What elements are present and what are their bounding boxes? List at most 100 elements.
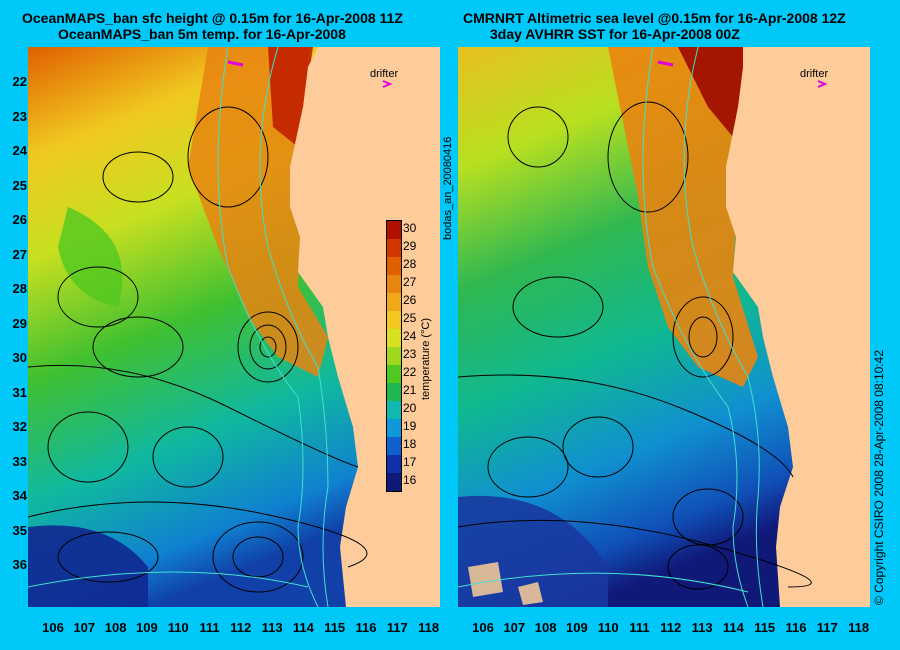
right-warm-tongue <box>608 47 758 387</box>
colorbar-tick-label: 19 <box>403 419 417 433</box>
colorbar-segment <box>387 293 401 311</box>
copyright-label: © Copyright CSIRO 2008 28-Apr-2008 08:10… <box>872 350 886 605</box>
colorbar <box>386 220 402 492</box>
longitude-label: 118 <box>418 620 440 635</box>
colorbar-tick-label: 30 <box>403 221 417 235</box>
colorbar-segment <box>387 347 401 365</box>
latitude-label: 30 <box>12 350 27 365</box>
latitude-label: 28 <box>12 281 27 296</box>
colorbar-tick-label: 17 <box>403 455 417 469</box>
longitude-label: 114 <box>722 620 744 635</box>
longitude-label: 111 <box>199 620 220 635</box>
colorbar-segment <box>387 257 401 275</box>
latitude-label: 35 <box>12 522 27 538</box>
colorbar-tick-label: 27 <box>403 275 417 289</box>
right-title-line1: CMRNRT Altimetric sea level @0.15m for 1… <box>463 10 846 26</box>
left-title-line2: OceanMAPS_ban 5m temp. for 16-Apr-2008 <box>58 26 346 42</box>
longitude-label: 107 <box>73 620 96 635</box>
longitude-label: 117 <box>816 620 838 635</box>
colorbar-tick-label: 25 <box>403 311 417 325</box>
longitude-label: 110 <box>167 620 189 635</box>
longitude-label: 112 <box>660 620 682 635</box>
left-map-panel <box>28 47 440 607</box>
right-drifter-track <box>657 60 674 67</box>
colorbar-segment <box>387 419 401 437</box>
colorbar-tick-label: 23 <box>403 347 417 361</box>
right-drifter-legend-arrow <box>817 80 828 88</box>
longitude-label: 113 <box>691 620 713 635</box>
right-drifter-label: drifter <box>800 68 829 80</box>
left-contours <box>28 106 368 593</box>
right-title-line2: 3day AVHRR SST for 16-Apr-2008 00Z <box>490 26 740 42</box>
latitude-label: 36 <box>12 557 27 572</box>
left-drifter-legend-arrow <box>382 80 393 88</box>
longitude-label: 118 <box>848 620 870 635</box>
left-title-line1: OceanMAPS_ban sfc height @ 0.15m for 16-… <box>22 10 403 26</box>
left-drifter-label: drifter <box>370 68 399 80</box>
latitude-label: 34 <box>12 488 27 503</box>
longitude-label: 109 <box>566 620 588 635</box>
right-contours <box>458 101 812 590</box>
longitude-label: 117 <box>386 620 408 635</box>
colorbar-segment <box>387 437 401 455</box>
longitude-label: 116 <box>785 620 807 635</box>
colorbar-tick-label: 22 <box>403 365 417 379</box>
colorbar-segment <box>387 329 401 347</box>
right-hot-coast <box>678 47 748 137</box>
latitude-label: 31 <box>12 384 27 400</box>
latitude-label: 27 <box>12 246 27 262</box>
colorbar-segment <box>387 365 401 383</box>
colorbar-tick-label: 21 <box>403 383 417 397</box>
colorbar-tick-label: 29 <box>403 239 417 253</box>
colorbar-tick-label: 24 <box>403 329 417 343</box>
latitude-label: 25 <box>12 177 27 193</box>
colorbar-tick-label: 18 <box>403 437 417 451</box>
left-drifter-track <box>227 60 244 67</box>
colorbar-segment <box>387 383 401 401</box>
colorbar-segment <box>387 239 401 257</box>
longitude-label: 108 <box>534 620 557 635</box>
right-isobaths <box>458 47 764 607</box>
longitude-label: 112 <box>230 620 252 635</box>
latitude-label: 26 <box>12 212 27 227</box>
longitude-label: 113 <box>261 620 283 635</box>
colorbar-tick-label: 20 <box>403 401 417 415</box>
right-land-patches <box>468 562 543 605</box>
latitude-label: 29 <box>12 315 27 331</box>
colorbar-tick-label: 26 <box>403 293 417 307</box>
longitude-label: 107 <box>503 620 526 635</box>
longitude-label: 111 <box>629 620 650 635</box>
colorbar-segment <box>387 473 401 491</box>
longitude-label: 114 <box>292 620 314 635</box>
longitude-label: 110 <box>597 620 619 635</box>
left-isobaths <box>28 47 329 607</box>
colorbar-tick-label: 16 <box>403 473 417 487</box>
left-map-svg <box>28 47 440 607</box>
latitude-label: 22 <box>12 74 27 89</box>
right-australia-land <box>726 47 870 607</box>
side-run-label: bodas_an_20080416 <box>442 136 454 240</box>
longitude-label: 106 <box>42 620 64 635</box>
colorbar-title: temperature (°C) <box>420 317 432 400</box>
latitude-label: 33 <box>12 453 27 469</box>
colorbar-segment <box>387 455 401 473</box>
latitude-label: 32 <box>12 419 27 434</box>
longitude-label: 115 <box>754 620 776 635</box>
colorbar-tick-label: 28 <box>403 257 417 271</box>
right-map-panel <box>458 47 870 607</box>
longitude-label: 106 <box>472 620 494 635</box>
longitude-label: 116 <box>355 620 377 635</box>
left-blue-patch <box>28 525 148 607</box>
left-green-patch <box>58 207 123 307</box>
latitude-label: 24 <box>12 143 27 158</box>
latitude-label: 23 <box>12 108 27 124</box>
colorbar-segment <box>387 311 401 329</box>
longitude-label: 109 <box>136 620 158 635</box>
colorbar-segment <box>387 221 401 239</box>
longitude-label: 115 <box>324 620 346 635</box>
colorbar-segment <box>387 401 401 419</box>
colorbar-segment <box>387 275 401 293</box>
right-map-svg <box>458 47 870 607</box>
longitude-label: 108 <box>104 620 127 635</box>
left-australia-land <box>290 47 440 607</box>
